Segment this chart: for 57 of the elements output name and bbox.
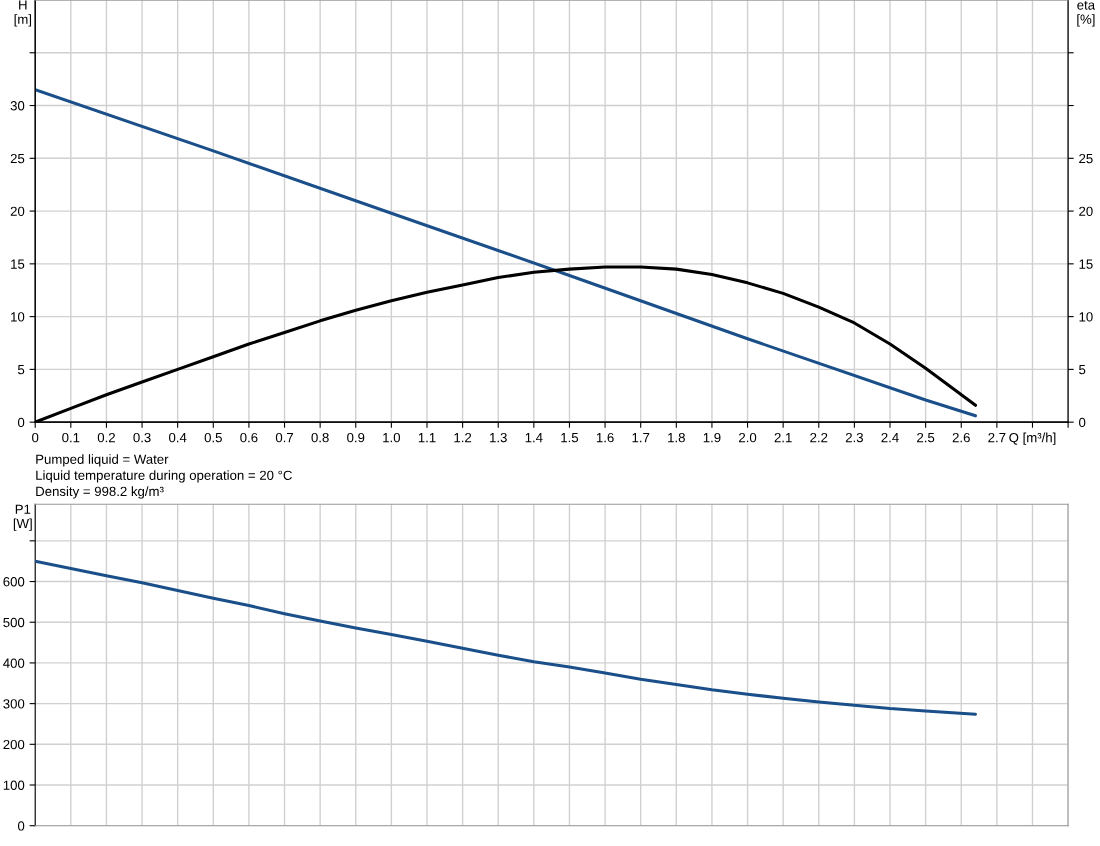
- y-tick-label: 5: [17, 365, 25, 375]
- y2-tick-label: 20: [1079, 206, 1093, 216]
- x-tick-label: 2.1: [774, 432, 792, 443]
- line-series: [35, 559, 978, 716]
- x-tick-label: 0.2: [97, 432, 115, 443]
- x-tick-label: 2.5: [917, 432, 935, 443]
- y-tick-label: 30: [10, 101, 25, 111]
- y-tick-label: 0: [17, 417, 25, 428]
- y-tick-label: 0: [17, 821, 25, 831]
- x-tick-label: 1.2: [454, 432, 472, 443]
- y-axis-title: H [m]: [14, 0, 32, 27]
- y2-tick-label: 15: [1079, 259, 1093, 269]
- x-tick-label: 0.1: [62, 432, 80, 443]
- y2-tick-label: 10: [1079, 312, 1093, 322]
- x-tick-label: 0.6: [240, 432, 258, 443]
- x-tick-label: 1.1: [418, 433, 436, 443]
- y-tick-label: 100: [3, 780, 25, 790]
- x-tick-label: 1.0: [383, 432, 401, 443]
- x-tick-label: Q [m³/h]: [1009, 432, 1056, 445]
- x-tick-label: 0: [32, 432, 39, 443]
- y-tick-label: 25: [10, 153, 25, 164]
- y-axis-title: P1 [W]: [13, 504, 32, 531]
- text: Density = 998.2 kg/m³: [36, 486, 164, 499]
- y-tick-label: 300: [3, 699, 25, 709]
- y2-tick-label: 0: [1079, 417, 1086, 428]
- y-tick-label: 200: [3, 739, 25, 750]
- x-tick-label: 0.3: [133, 432, 151, 443]
- x-tick-label: 0.8: [311, 432, 329, 443]
- x-tick-label: 0.5: [204, 432, 222, 443]
- x-tick-label: 0.9: [347, 432, 365, 443]
- x-tick-label: 2.2: [810, 432, 828, 443]
- y2-axis-title: eta [%]: [1077, 1, 1096, 27]
- y2-tick-label: 25: [1079, 153, 1093, 164]
- x-tick-label: 2.7: [988, 432, 1006, 443]
- y-tick-label: 20: [10, 206, 25, 216]
- x-tick-label: 0.7: [275, 432, 294, 443]
- x-tick-label: 2.3: [845, 432, 863, 443]
- text: Liquid temperature during operation = 20 °C: [36, 470, 292, 483]
- line-series: [35, 88, 978, 418]
- x-tick-label: 2.4: [881, 432, 899, 443]
- y2-tick-label: 5: [1079, 365, 1086, 375]
- y-tick-label: 500: [3, 617, 25, 628]
- text: Pumped liquid = Water: [36, 454, 169, 467]
- x-tick-label: 2.6: [952, 432, 970, 443]
- x-tick-label: 0.4: [169, 432, 187, 443]
- y-tick-label: 10: [11, 312, 25, 322]
- x-tick-label: 1.7: [632, 433, 650, 443]
- y-tick-label: 400: [3, 658, 25, 668]
- x-tick-label: 1.8: [668, 432, 685, 443]
- y-tick-label: 15: [11, 259, 25, 269]
- x-tick-label: 1.5: [561, 433, 579, 443]
- x-tick-label: 1.9: [703, 432, 721, 443]
- x-tick-label: 1.3: [490, 432, 507, 443]
- y-tick-label: 600: [3, 577, 25, 587]
- x-tick-label: 1.4: [525, 433, 543, 443]
- x-tick-label: 1.6: [596, 432, 614, 443]
- x-tick-label: 2.0: [739, 432, 757, 443]
